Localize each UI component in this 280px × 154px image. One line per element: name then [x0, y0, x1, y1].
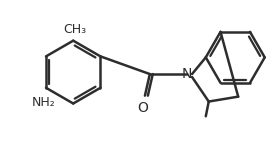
Text: N: N [182, 67, 192, 81]
Text: O: O [137, 101, 148, 115]
Text: CH₃: CH₃ [64, 23, 87, 36]
Text: NH₂: NH₂ [32, 96, 56, 109]
